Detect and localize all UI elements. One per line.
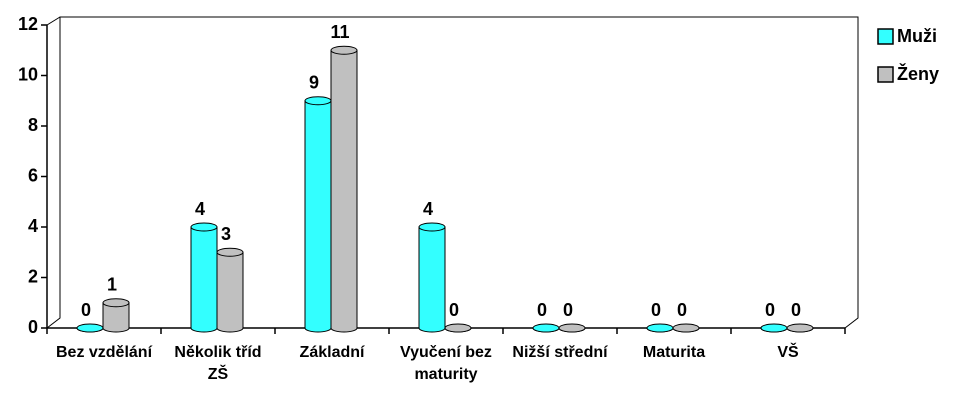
bar-top: [444, 323, 472, 333]
y-tick-label: 6: [28, 165, 38, 185]
bar-top: [216, 247, 244, 257]
bar: [418, 226, 446, 333]
bar: [330, 49, 358, 333]
y-tick-label: 10: [18, 64, 38, 84]
bar-top: [786, 323, 814, 333]
data-label: 0: [81, 300, 91, 320]
bar-top: [532, 323, 560, 333]
x-tick-label: Nižší střední: [512, 344, 608, 361]
data-label: 0: [765, 300, 775, 320]
bar: [190, 226, 218, 333]
y-tick-label: 0: [28, 317, 38, 337]
data-label: 0: [651, 300, 661, 320]
bar-top: [760, 323, 788, 333]
y-tick-label: 2: [28, 266, 38, 286]
x-tick-label: Bez vzdělání: [55, 344, 153, 361]
x-tick-label: VŠ: [777, 344, 799, 361]
y-tick-label: 12: [18, 14, 38, 34]
left-wall: [46, 16, 61, 26]
data-label: 11: [330, 22, 349, 42]
legend-swatch: [877, 66, 894, 83]
data-label: 0: [677, 300, 687, 320]
data-label: 0: [791, 300, 801, 320]
bar-top: [304, 96, 332, 106]
bar-top: [102, 298, 130, 308]
legend-label: Muži: [897, 26, 937, 46]
bar-top: [558, 323, 586, 333]
bar-top: [330, 45, 358, 55]
legend-swatch: [877, 28, 894, 45]
y-tick-label: 4: [28, 216, 38, 236]
x-tick-label: Maturita: [642, 344, 706, 361]
bar-top: [672, 323, 700, 333]
data-label: 9: [309, 73, 319, 93]
x-tick-label: Vyučení bez maturity: [400, 344, 492, 383]
data-label: 1: [107, 275, 117, 295]
data-label: 3: [221, 224, 231, 244]
x-tick-label: Několik tříd ZŠ: [174, 344, 262, 383]
data-label: 0: [563, 300, 573, 320]
legend-label: Ženy: [897, 63, 939, 84]
bar-top: [418, 222, 446, 232]
data-label: 0: [537, 300, 547, 320]
bar-top: [646, 323, 674, 333]
bar: [102, 302, 130, 333]
bar-top: [76, 323, 104, 333]
back-wall: [46, 16, 859, 329]
data-label: 4: [195, 199, 205, 219]
data-label: 0: [449, 300, 459, 320]
bar: [304, 100, 332, 333]
y-tick-label: 8: [28, 115, 38, 135]
data-label: 4: [423, 199, 433, 219]
x-tick-label: Základní: [299, 344, 365, 361]
bar-top: [190, 222, 218, 232]
bar: [216, 251, 244, 333]
